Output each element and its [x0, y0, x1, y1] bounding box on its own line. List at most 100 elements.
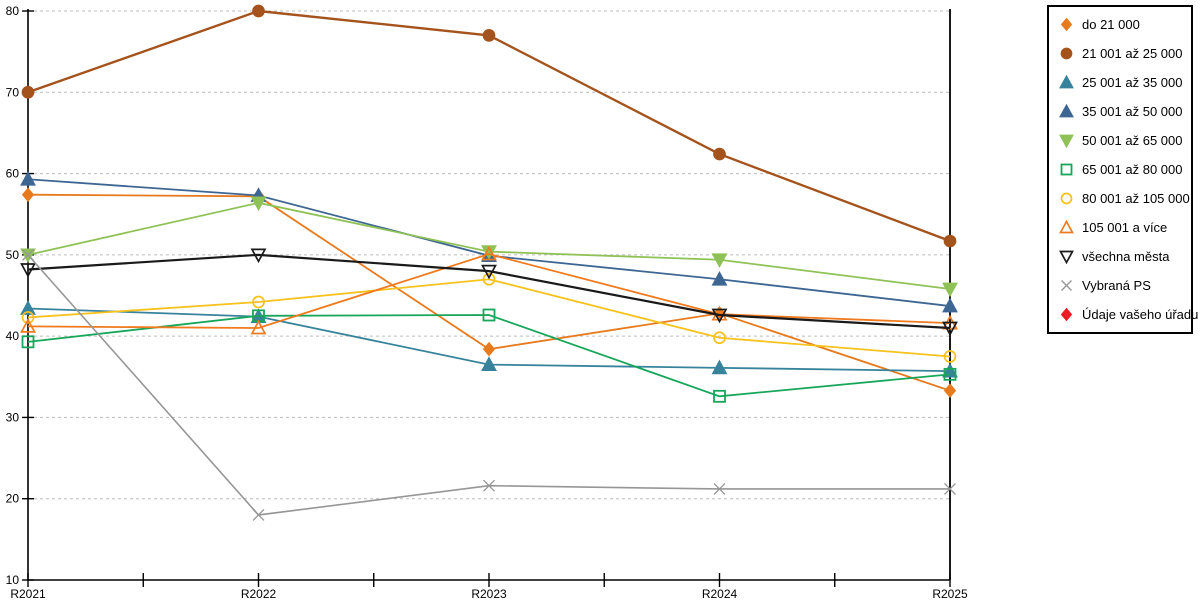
- x-tick-label: R2021: [10, 587, 46, 600]
- series-1: [21, 4, 957, 248]
- diamond-icon: [943, 383, 957, 398]
- x-tick-label: R2024: [702, 587, 738, 600]
- legend-item-2: 25 001 až 35 000: [1049, 68, 1191, 97]
- square-icon: [1060, 163, 1073, 176]
- legend-label: 21 001 až 25 000: [1082, 46, 1183, 61]
- diamond-icon: [1060, 17, 1073, 32]
- x-icon: [713, 483, 726, 495]
- series-3: [20, 170, 958, 313]
- legend-label: 80 001 až 105 000: [1082, 191, 1190, 206]
- series-line: [27, 253, 951, 329]
- series-line: [27, 254, 950, 516]
- triangle-up-icon: [711, 359, 728, 375]
- triangle-up-icon: [481, 245, 497, 261]
- circle-icon: [21, 311, 35, 324]
- legend-label: 35 001 až 50 000: [1082, 104, 1183, 119]
- triangle-up-icon: [20, 318, 36, 333]
- circle-icon: [943, 350, 957, 363]
- triangle-up-icon: [20, 170, 36, 186]
- legend-item-4: 50 001 až 65 000: [1049, 126, 1191, 155]
- triangle-down-icon: [1059, 250, 1074, 265]
- legend-label: do 21 000: [1082, 17, 1140, 32]
- triangle-down-icon: [250, 248, 267, 264]
- legend-item-9: Vybraná PS: [1049, 271, 1191, 300]
- legend-label: 50 001 až 65 000: [1082, 133, 1183, 148]
- legend: do 21 000 21 001 až 25 000 25 001 až 35 00…: [1047, 5, 1198, 334]
- circle-icon: [943, 234, 957, 248]
- square-icon: [943, 367, 957, 381]
- series-line: [27, 314, 951, 398]
- y-tick-label: 50: [6, 248, 20, 262]
- triangle-up-icon: [1059, 103, 1074, 118]
- x-icon: [22, 248, 34, 261]
- legend-label: všechna města: [1082, 249, 1170, 264]
- triangle-up-icon: [711, 270, 728, 286]
- legend-item-10: Údaje vašeho úřadu: [1049, 300, 1198, 329]
- triangle-down-icon: [1059, 250, 1074, 265]
- triangle-up-icon: [942, 297, 958, 313]
- triangle-down-icon: [481, 264, 497, 280]
- circle-icon: [713, 147, 726, 161]
- legend-label: Údaje vašeho úřadu: [1082, 307, 1199, 322]
- triangle-down-icon: [942, 282, 958, 298]
- series-line: [27, 253, 951, 330]
- triangle-up-icon: [481, 356, 497, 371]
- legend-item-5: 65 001 až 80 000: [1049, 155, 1191, 184]
- diamond-icon: [1060, 17, 1073, 32]
- x-icon: [483, 479, 495, 492]
- legend-item-7: 105 001 a více: [1049, 213, 1191, 242]
- circle-icon: [1060, 192, 1073, 205]
- triangle-down-icon: [942, 321, 958, 337]
- legend-item-0: do 21 000: [1049, 10, 1191, 39]
- circle-icon: [252, 295, 265, 309]
- y-tick-label: 10: [6, 573, 20, 587]
- square-icon: [21, 335, 35, 349]
- legend-label: 65 001 až 80 000: [1082, 162, 1183, 177]
- y-tick-label: 40: [6, 329, 20, 343]
- circle-icon: [482, 272, 496, 286]
- triangle-up-icon: [250, 319, 267, 335]
- x-icon: [944, 483, 956, 495]
- circle-icon: [252, 4, 265, 18]
- triangle-down-icon: [1059, 134, 1074, 149]
- diamond-icon: [1060, 307, 1073, 322]
- x-tick-label: R2025: [932, 587, 968, 600]
- series-line: [27, 9, 951, 243]
- legend-item-6: 80 001 až 105 000: [1049, 184, 1191, 213]
- triangle-up-icon: [20, 300, 36, 315]
- circle-icon: [1060, 192, 1073, 205]
- diamond-icon: [482, 341, 496, 357]
- circle-icon: [1060, 47, 1073, 60]
- legend-label: Vybraná PS: [1082, 278, 1151, 293]
- triangle-down-icon: [1059, 134, 1074, 149]
- diamond-icon: [21, 187, 35, 202]
- triangle-up-icon: [1059, 74, 1074, 89]
- x-icon: [1061, 280, 1072, 291]
- diamond-icon: [1060, 307, 1073, 322]
- square-icon: [1060, 163, 1073, 176]
- y-tick-label: 60: [6, 167, 20, 181]
- triangle-up-icon: [1059, 74, 1074, 89]
- triangle-down-icon: [711, 253, 728, 269]
- triangle-down-icon: [250, 196, 267, 212]
- x-tick-label: R2023: [471, 587, 507, 600]
- triangle-down-icon: [20, 263, 36, 278]
- square-icon: [482, 308, 496, 322]
- x-tick-label: R2022: [241, 587, 277, 600]
- x-icon: [252, 509, 265, 521]
- triangle-down-icon: [711, 308, 728, 324]
- circle-icon: [21, 85, 35, 99]
- series-8: [20, 248, 958, 337]
- y-tick-label: 70: [6, 85, 20, 99]
- circle-icon: [713, 331, 726, 345]
- triangle-up-icon: [1059, 103, 1074, 118]
- legend-item-3: 35 001 až 50 000: [1049, 97, 1191, 126]
- square-icon: [713, 389, 726, 403]
- circle-icon: [482, 29, 496, 42]
- triangle-up-icon: [1059, 219, 1074, 234]
- legend-item-8: všechna města: [1049, 242, 1191, 271]
- series-line: [27, 178, 951, 307]
- legend-label: 25 001 až 35 000: [1082, 75, 1183, 90]
